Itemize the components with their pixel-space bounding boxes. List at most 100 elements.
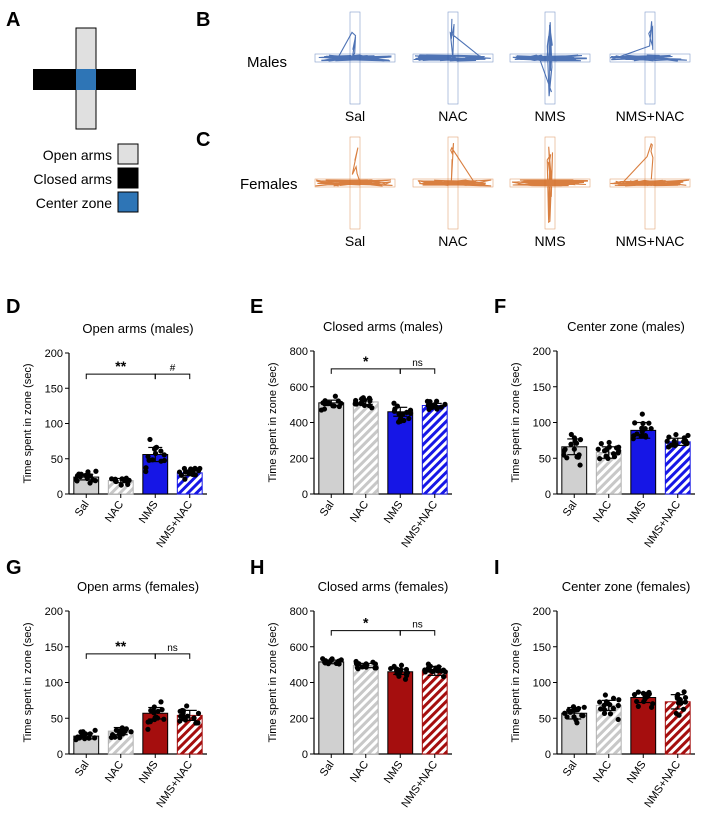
y-tick-label: 0 (302, 749, 308, 761)
data-point (191, 715, 197, 721)
bar-nms-nac (421, 405, 448, 495)
data-point (610, 695, 617, 701)
panel-g-letter: G (6, 557, 22, 579)
data-point (182, 476, 188, 482)
y-tick-label: 100 (533, 678, 551, 690)
y-axis-label: Time spent in zone (sec) (267, 622, 279, 742)
data-point (442, 401, 448, 407)
data-point (182, 717, 189, 723)
data-point (82, 472, 89, 479)
y-axis-label: Time spent in zone (sec) (510, 362, 522, 482)
significance-label: * (363, 353, 369, 369)
data-point (673, 431, 679, 438)
bar-nms (387, 671, 414, 755)
data-point (370, 659, 376, 665)
data-point (369, 405, 375, 411)
data-point (149, 457, 156, 463)
data-point (113, 727, 120, 733)
panel-c-letter: C (196, 129, 210, 151)
data-point (87, 731, 93, 737)
significance-bracket (85, 373, 156, 380)
y-tick-label: 50 (51, 713, 63, 725)
y-tick-label: 0 (302, 489, 308, 501)
legend-closed-swatch (117, 167, 139, 189)
track-path (315, 147, 393, 187)
x-tick-label: NAC (591, 759, 614, 785)
significance-bracket (85, 653, 156, 659)
data-point (402, 676, 409, 682)
data-point (155, 708, 161, 714)
data-point (639, 432, 645, 439)
data-point (333, 660, 340, 667)
data-point (353, 397, 359, 404)
bar-nms (387, 411, 414, 495)
x-tick-label: NMS (625, 499, 649, 526)
data-point (580, 713, 586, 719)
data-point (363, 661, 369, 667)
y-tick-label: 400 (290, 678, 308, 690)
y-tick-label: 200 (290, 453, 308, 465)
data-point (672, 442, 678, 449)
data-point (159, 707, 165, 713)
y-tick-label: 800 (290, 346, 308, 358)
panel-f-letter: F (494, 296, 506, 318)
data-point (615, 702, 621, 709)
significance-label: ** (115, 358, 126, 374)
data-point (564, 714, 570, 720)
data-point (73, 735, 80, 741)
data-point (145, 726, 151, 732)
data-point (123, 726, 129, 732)
data-point (648, 425, 654, 432)
data-point (422, 667, 428, 673)
chart-i: Center zone (females) Time spent in zone … (510, 579, 695, 810)
data-point (610, 705, 617, 711)
x-tick-label: NAC (348, 759, 371, 785)
x-tick-label: Sal (318, 759, 337, 779)
data-point (400, 411, 406, 417)
track-group-label: NAC (438, 233, 468, 249)
x-tick-label: NMS+NAC (642, 499, 683, 550)
data-point (354, 665, 361, 671)
track-path (511, 146, 589, 224)
data-point (158, 458, 164, 464)
male-track-3: NMS (509, 11, 591, 124)
data-point (646, 420, 652, 426)
track-group-label: NMS (534, 108, 565, 124)
data-point (605, 455, 611, 462)
data-point (574, 720, 580, 726)
data-point (398, 415, 404, 421)
y-tick-label: 400 (290, 418, 308, 430)
legend-center-swatch (117, 191, 139, 213)
chart-h: Closed arms (females) Time spent in zone … (267, 579, 452, 810)
data-point (632, 420, 638, 426)
significance-label: ns (412, 358, 423, 369)
data-point (640, 690, 646, 696)
data-point (117, 734, 123, 741)
data-point (391, 400, 397, 406)
data-point (664, 438, 670, 444)
y-tick-label: 800 (290, 606, 308, 618)
data-point (197, 465, 203, 472)
data-point (616, 697, 622, 703)
x-tick-label: NAC (103, 499, 126, 525)
x-tick-label: NMS+NAC (154, 759, 195, 810)
data-point (644, 692, 651, 698)
bar-nac (352, 665, 379, 755)
data-point (359, 396, 365, 402)
y-tick-label: 150 (45, 383, 63, 395)
data-point (606, 439, 612, 446)
y-tick-label: 0 (545, 489, 551, 501)
data-point (394, 403, 401, 409)
legend-open-swatch (117, 143, 139, 165)
data-point (611, 454, 618, 460)
data-point (184, 713, 191, 719)
data-point (577, 462, 583, 468)
data-point (82, 731, 89, 737)
data-point (631, 692, 638, 698)
data-point (630, 436, 636, 442)
bar-nms-nac (664, 441, 691, 495)
data-point (151, 710, 157, 716)
track-path (318, 31, 392, 62)
y-axis-label: Time spent in zone (sec) (22, 622, 34, 742)
data-point (571, 435, 578, 441)
